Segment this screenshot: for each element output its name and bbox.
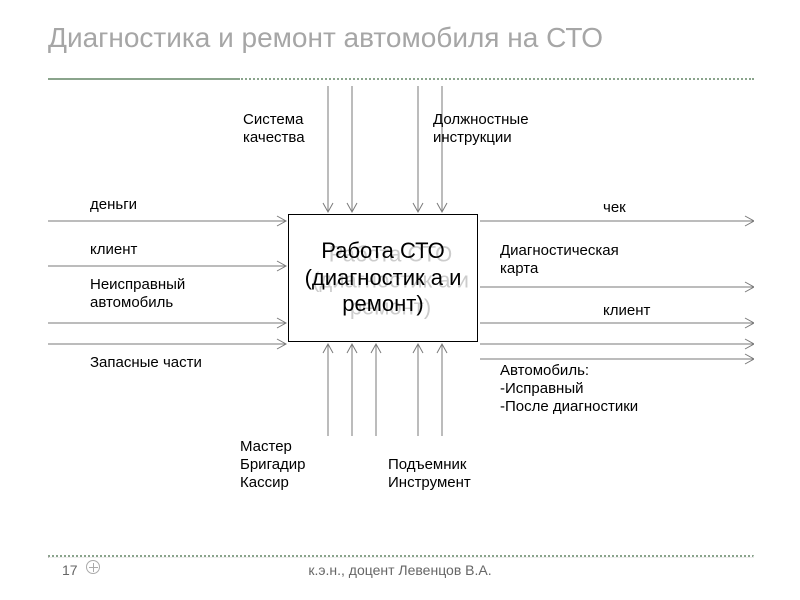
label-l2: клиент <box>90 241 137 259</box>
footer-author: к.э.н., доцент Левенцов В.А. <box>0 562 800 578</box>
idef0-diagram: Работа СТО (диагностик а и ремонт) Работ… <box>48 86 754 546</box>
label-l1: деньги <box>90 196 137 214</box>
process-box: Работа СТО (диагностик а и ремонт) Работ… <box>288 214 478 342</box>
process-label: Работа СТО (диагностик а и ремонт) <box>295 238 471 317</box>
label-b1: Мастер Бригадир Кассир <box>240 438 306 492</box>
title-accent-line <box>48 78 238 80</box>
label-top2: Должностные инструкции <box>433 111 529 147</box>
label-b2: Подъемник Инструмент <box>388 456 471 492</box>
label-l3: Неисправный автомобиль <box>90 276 185 312</box>
label-r3: клиент <box>603 302 650 320</box>
label-r1: чек <box>603 199 626 217</box>
footer-dotted-line <box>48 555 754 558</box>
label-l4: Запасные части <box>90 354 202 372</box>
label-top1: Система качества <box>243 111 305 147</box>
label-r2: Диагностическая карта <box>500 242 619 278</box>
title-dotted-line <box>238 78 754 80</box>
label-r4: Автомобиль: -Исправный -После диагностик… <box>500 362 638 416</box>
page-title: Диагностика и ремонт автомобиля на СТО <box>48 22 603 54</box>
